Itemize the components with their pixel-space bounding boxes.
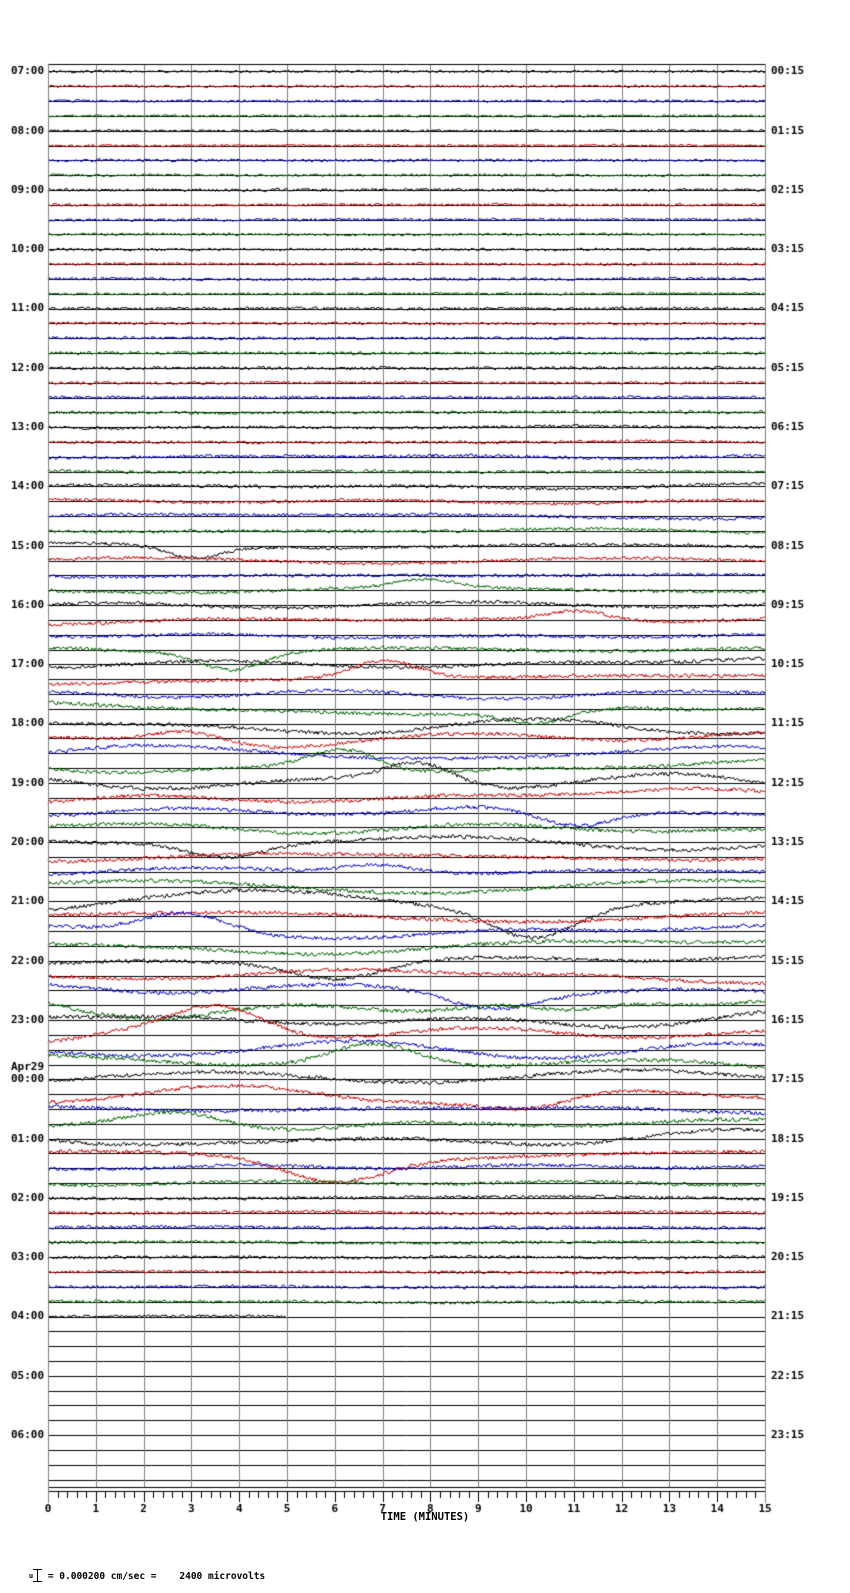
footer-prefix: u bbox=[28, 1572, 34, 1580]
footer-scale-bar-icon bbox=[33, 1569, 43, 1582]
x-axis-caption: TIME (MINUTES) bbox=[380, 1511, 470, 1523]
footer-scale-legend: u = 0.000200 cm/sec = 2400 microvolts bbox=[6, 1558, 265, 1593]
footer-scale-text: = 0.000200 cm/sec = 2400 microvolts bbox=[47, 1571, 266, 1582]
